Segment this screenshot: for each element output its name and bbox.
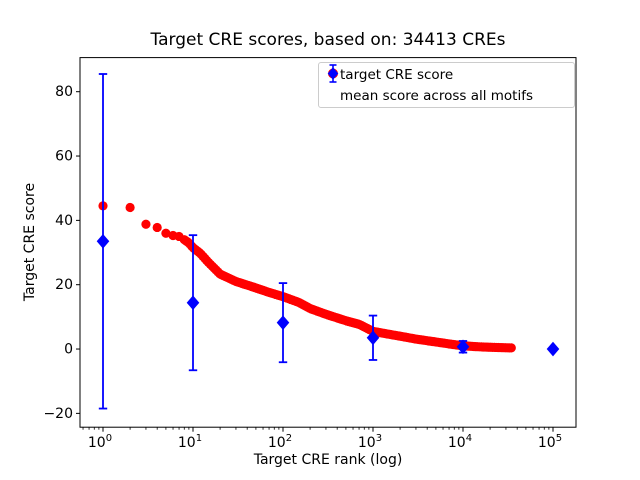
x-tick-label: 105 bbox=[538, 433, 562, 451]
legend-entry-mean-score: mean score across all motifs bbox=[319, 64, 574, 106]
legend-entry-target-score: target CRE score bbox=[319, 64, 574, 85]
mean-score-point bbox=[366, 330, 380, 346]
x-tick-label: 102 bbox=[268, 433, 292, 451]
x-tick-label: 104 bbox=[448, 433, 472, 451]
target-score-point bbox=[152, 222, 162, 233]
y-tick-label: 80 bbox=[55, 84, 73, 100]
axes-frame bbox=[79, 57, 577, 428]
x-tick-label: 101 bbox=[178, 433, 202, 451]
y-tick-label: 60 bbox=[55, 149, 73, 165]
target-score-point bbox=[141, 219, 151, 229]
mean-score-point bbox=[276, 315, 290, 330]
y-tick-label: 0 bbox=[64, 342, 73, 358]
mean-score-point bbox=[546, 341, 560, 357]
y-tick-label: 40 bbox=[55, 213, 73, 229]
y-axis-label: Target CRE score bbox=[22, 182, 38, 302]
legend-label-target-score: target CRE score bbox=[340, 66, 454, 83]
mean-score-point bbox=[186, 295, 200, 311]
target-score-point bbox=[506, 343, 516, 353]
legend-label-mean-score: mean score across all motifs bbox=[340, 87, 534, 104]
y-tick-label: −20 bbox=[43, 406, 73, 422]
legend-errorbar-marker-icon bbox=[327, 64, 339, 83]
x-tick-label: 103 bbox=[358, 433, 382, 451]
x-tick-label: 100 bbox=[88, 433, 112, 451]
target-score-point bbox=[161, 228, 171, 238]
chart-title: Target CRE scores, based on: 34413 CREs bbox=[150, 30, 506, 50]
mean-score-point bbox=[456, 339, 470, 355]
y-tick-label: 20 bbox=[55, 277, 73, 293]
legend: target CRE score mean score across all m… bbox=[318, 62, 575, 108]
mean-score-point bbox=[96, 233, 110, 249]
target-score-point bbox=[125, 202, 135, 213]
x-axis-label: Target CRE rank (log) bbox=[253, 452, 403, 468]
